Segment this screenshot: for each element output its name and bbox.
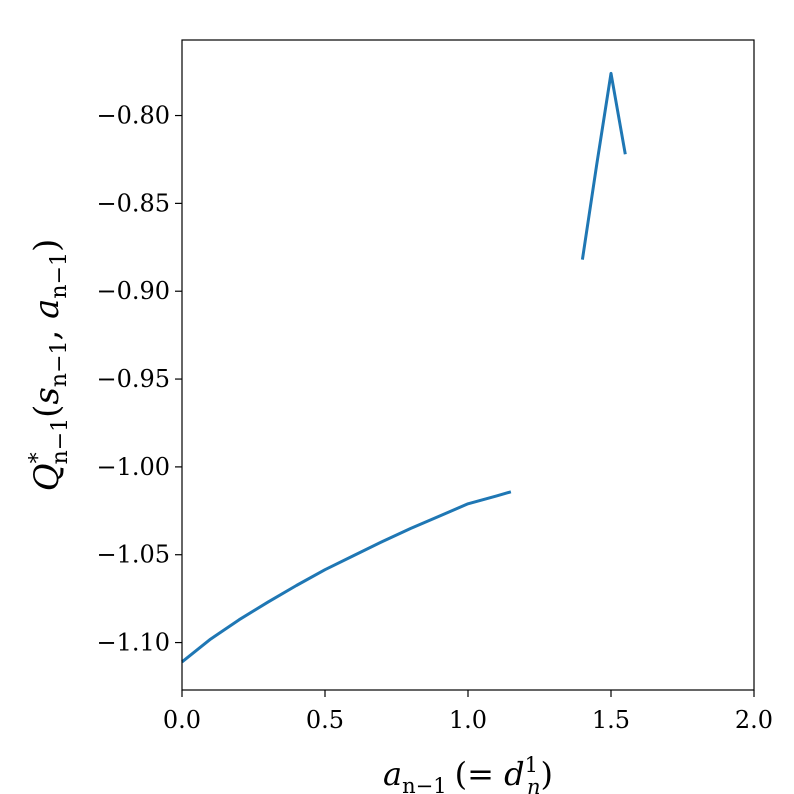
y-axis: −1.10 −1.05 −1.00 −0.95 −0.90 −0.85 −0.80 bbox=[96, 102, 182, 657]
y-label-comma: , bbox=[27, 319, 67, 341]
y-label-sub: n−1 bbox=[48, 418, 73, 465]
y-tick-label: −0.95 bbox=[96, 365, 170, 393]
y-axis-label: Q*n−1(sn−1, an−1) bbox=[26, 239, 73, 492]
x-axis-label: an−1 (= d1 n) bbox=[383, 753, 553, 794]
y-tick-label: −0.90 bbox=[96, 277, 170, 305]
y-tick-label: −1.00 bbox=[96, 453, 170, 481]
y-label-a: a bbox=[27, 299, 67, 319]
x-axis: 0.0 0.5 1.0 1.5 2.0 bbox=[163, 690, 773, 734]
y-label-open: ( bbox=[27, 405, 67, 418]
plot-frame bbox=[181, 39, 755, 691]
series-line-segment-2 bbox=[580, 71, 627, 260]
x-tick-label: 0.0 bbox=[163, 706, 201, 734]
x-label-main: a bbox=[383, 755, 402, 793]
y-label-sup: * bbox=[26, 452, 51, 463]
y-tick-label: −0.85 bbox=[96, 189, 170, 217]
y-label-main: Q bbox=[27, 463, 67, 491]
x-tick-label: 2.0 bbox=[735, 706, 773, 734]
series-line-segment-1 bbox=[181, 490, 512, 664]
x-label-d-sub: n bbox=[527, 775, 541, 794]
y-label-s: s bbox=[27, 387, 67, 404]
plot-area bbox=[181, 71, 627, 664]
y-tick-label: −1.05 bbox=[96, 541, 170, 569]
y-label-a-sub: n−1 bbox=[47, 252, 72, 299]
x-tick-label: 1.5 bbox=[592, 706, 630, 734]
x-label-d-sup: 1 bbox=[525, 753, 538, 777]
y-label-close: ) bbox=[27, 239, 67, 252]
y-tick-label: −1.10 bbox=[96, 629, 170, 657]
x-label-sub: n−1 bbox=[402, 774, 446, 794]
x-label-d: d bbox=[504, 755, 524, 793]
y-label-s-sub: n−1 bbox=[47, 340, 72, 387]
x-label-close: ) bbox=[540, 755, 552, 793]
x-label-open: (= bbox=[455, 755, 504, 793]
y-tick-label: −0.80 bbox=[96, 102, 170, 130]
x-tick-label: 0.5 bbox=[306, 706, 344, 734]
x-tick-label: 1.0 bbox=[449, 706, 487, 734]
